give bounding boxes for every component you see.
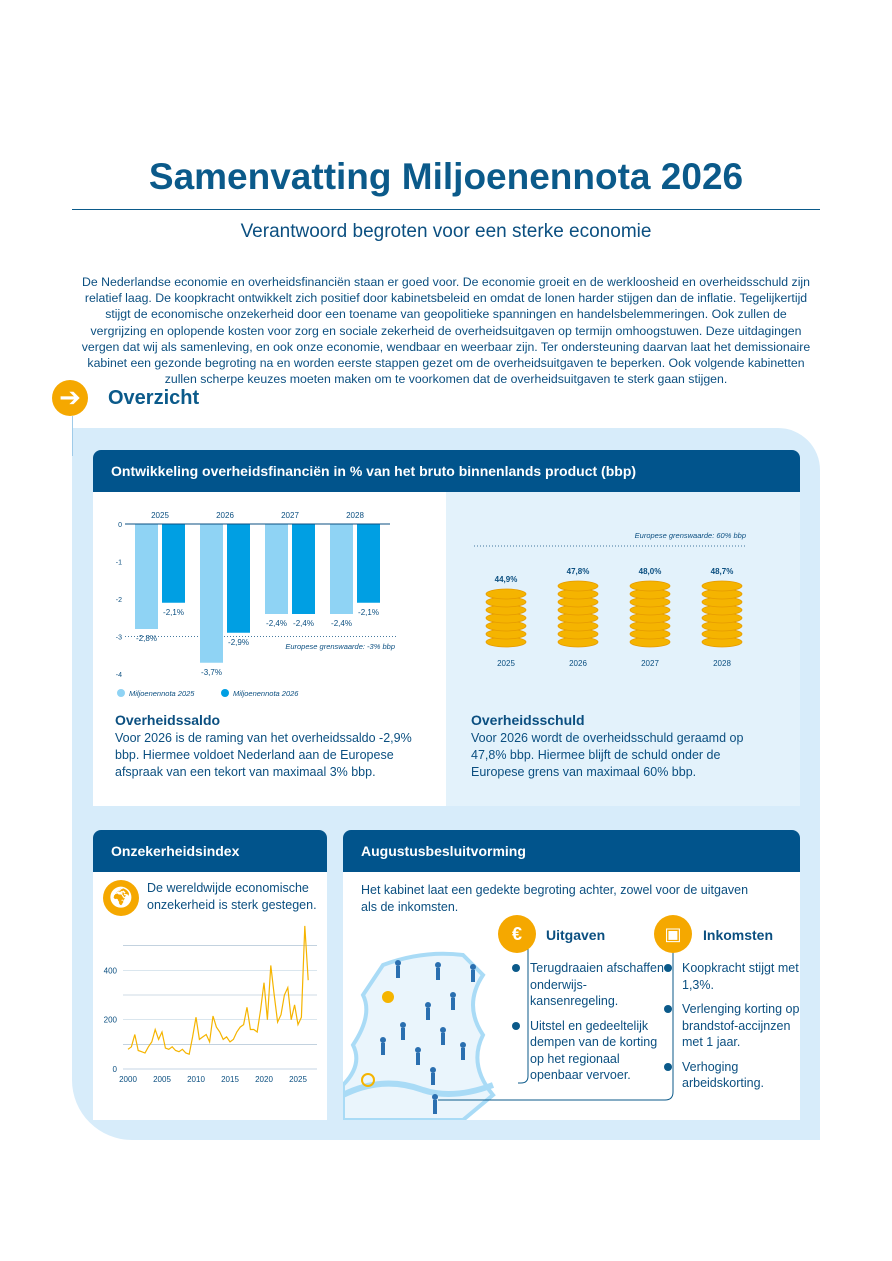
x-tick-label: 2015 [221, 1075, 239, 1084]
intro-paragraph: De Nederlandse economie en overheidsfina… [81, 275, 811, 387]
legend-label: Miljoenennota 2025 [129, 689, 195, 698]
coin-value-label: 47,8% [567, 567, 590, 576]
finance-card-header: Ontwikkeling overheidsfinanciën in % van… [93, 450, 800, 492]
uncertainty-card: Onzekerheidsindex 🌍︎ De wereldwijde econ… [93, 830, 327, 1120]
overview-line [72, 416, 73, 456]
legend-marker [221, 689, 229, 697]
bar-value-label: -2,4% [293, 619, 314, 628]
bar [265, 524, 288, 614]
y-tick-label: -4 [116, 672, 122, 679]
y-tick-label: -3 [116, 635, 122, 642]
coin [485, 588, 527, 600]
page-title: Samenvatting Miljoenennota 2026 [148, 156, 744, 197]
bar-value-label: -2,1% [358, 608, 379, 617]
debt-coin-chart: Europese grenswaarde: 60% bbp 44,9% 2025 47… [474, 531, 746, 668]
bar [330, 524, 353, 614]
x-category-label: 2026 [569, 659, 587, 668]
finance-card: Ontwikkeling overheidsfinanciën in % van… [93, 450, 800, 806]
coin [701, 580, 743, 592]
connector-lines [438, 945, 674, 1101]
inkomsten-item: Koopkracht stijgt met 1,3%. [664, 961, 799, 992]
uitgaven-item: Terugdraaien afschaffen onderwijs-kansen… [512, 961, 664, 1008]
schuld-title: Overheidsschuld [471, 712, 585, 728]
august-intro: Het kabinet laat een gedekte begroting a… [361, 883, 749, 914]
bar-value-label: -2,4% [266, 619, 287, 628]
x-category-label: 2025 [497, 659, 515, 668]
coin-value-label: 44,9% [495, 575, 518, 584]
x-category-label: 2026 [216, 511, 234, 520]
globe-icon: 🌍︎ [103, 880, 139, 916]
coin [557, 580, 599, 592]
saldo-text: Voor 2026 is de raming van het overheids… [115, 731, 412, 779]
uncertainty-card-header: Onzekerheidsindex [93, 830, 327, 872]
august-card: Augustusbesluitvorming Het kabinet laat … [343, 830, 800, 1120]
uncertainty-series-line [127, 925, 309, 1055]
coin-value-label: 48,0% [639, 567, 662, 576]
coin [629, 580, 671, 592]
x-category-label: 2027 [641, 659, 659, 668]
treasure-chest-coin-icon: ▣ [654, 915, 692, 953]
uncertainty-line-chart: 0 200 400 600 2000 2005 2010 2015 2020 2025 [104, 925, 317, 1084]
netherlands-map-illustration [343, 951, 496, 1120]
bar [292, 524, 315, 614]
y-tick-label: -1 [116, 560, 122, 567]
x-category-label: 2028 [713, 659, 731, 668]
inkomsten-item: Verlenging korting op brandstof-accijnze… [664, 1002, 800, 1049]
money-bag-euro-icon: € [498, 915, 536, 953]
deficit-bar-chart: 0 -1 -2 -3 -4 Europese grenswaarde: -3% bbp 20… [116, 511, 397, 698]
page-subtitle: Verantwoord begroten voor een sterke eco… [240, 221, 652, 242]
bar [135, 524, 158, 629]
y-tick-label: 0 [113, 1065, 118, 1074]
x-category-label: 2025 [151, 511, 169, 520]
bar [200, 524, 223, 663]
schuld-text: Voor 2026 wordt de overheidsschuld geraa… [471, 731, 744, 779]
reference-label: Europese grenswaarde: -3% bbp [285, 642, 395, 651]
debt-section [446, 492, 800, 806]
uitgaven-item: Uitstel en gedeeltelijk dempen van de ko… [512, 1018, 665, 1084]
august-card-header: Augustusbesluitvorming [343, 830, 800, 872]
bar-value-label: -2,8% [136, 634, 157, 643]
bar [227, 524, 250, 633]
reference-label: Europese grenswaarde: 60% bbp [635, 531, 746, 540]
x-category-label: 2027 [281, 511, 299, 520]
uitgaven-list: Terugdraaien afschaffen onderwijs-kansen… [512, 960, 665, 1092]
uncertainty-text: De wereldwijde economische onzekerheid i… [147, 881, 317, 912]
y-tick-label: 400 [104, 966, 118, 975]
inkomsten-list: Koopkracht stijgt met 1,3%. Verlenging k… [664, 960, 800, 1100]
bar [162, 524, 185, 603]
legend-marker [117, 689, 125, 697]
coin-value-label: 48,7% [711, 567, 734, 576]
x-category-label: 2028 [346, 511, 364, 520]
bar-value-label: -3,7% [201, 668, 222, 677]
y-tick-label: 600 [104, 925, 118, 926]
bar-value-label: -2,9% [228, 638, 249, 647]
bar-value-label: -2,1% [163, 608, 184, 617]
x-tick-label: 2005 [153, 1075, 171, 1084]
y-tick-label: 200 [104, 1016, 118, 1025]
inkomsten-title: Inkomsten [703, 927, 774, 943]
inkomsten-item: Verhoging arbeidskorting. [664, 1059, 800, 1092]
x-tick-label: 2010 [187, 1075, 205, 1084]
legend-label: Miljoenennota 2026 [233, 689, 299, 698]
saldo-title: Overheidssaldo [115, 712, 221, 728]
arrow-right-icon: ➔ [52, 380, 88, 416]
bar [357, 524, 380, 603]
bar-value-label: -2,4% [331, 619, 352, 628]
overview-heading: Overzicht [108, 387, 200, 409]
y-tick-label: -2 [116, 597, 122, 604]
uitgaven-title: Uitgaven [546, 927, 606, 943]
x-tick-label: 2000 [119, 1075, 137, 1084]
x-tick-label: 2020 [255, 1075, 273, 1084]
y-tick-label: 0 [118, 522, 122, 529]
x-tick-label: 2025 [289, 1075, 307, 1084]
title-divider [72, 209, 820, 210]
